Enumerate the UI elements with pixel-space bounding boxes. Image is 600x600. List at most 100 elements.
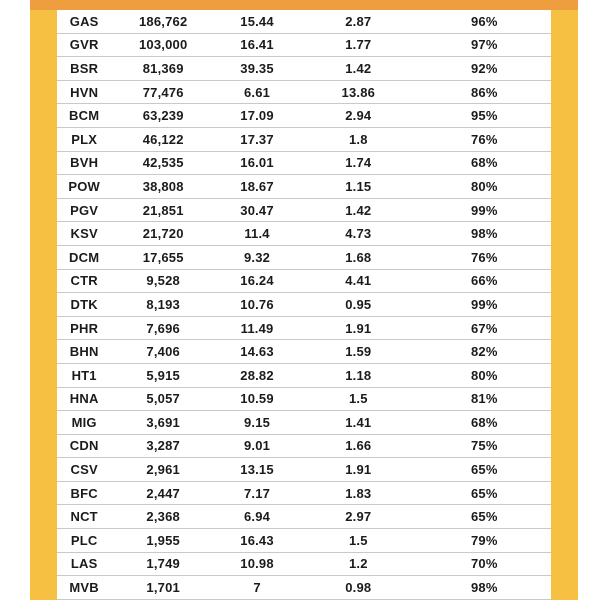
table-row: CDN 3,287 9.01 1.66 75%: [57, 434, 551, 459]
ticker-cell: PLC: [70, 532, 98, 548]
value-cell: 98%: [470, 580, 498, 596]
value-cell: 96%: [470, 13, 498, 29]
value-cell: 1.2: [348, 556, 368, 572]
value-cell: 1.77: [345, 37, 372, 53]
value-cell: 1.74: [345, 155, 372, 171]
table-row: MVB 1,701 7 0.98 98%: [57, 576, 551, 600]
value-cell: 76%: [470, 249, 498, 265]
value-cell: 66%: [470, 273, 498, 289]
value-cell: 21,851: [142, 202, 184, 218]
value-cell: 9,528: [146, 273, 180, 289]
value-cell: 16.24: [240, 273, 274, 289]
ticker-cell: BVH: [70, 155, 99, 171]
table-body: GAS 186,762 15.44 2.87 96% GVR 103,000 16.41 1.7…: [57, 10, 551, 600]
value-cell: 2.97: [345, 509, 372, 525]
value-cell: 86%: [470, 84, 498, 100]
value-cell: 1.59: [345, 344, 372, 360]
ticker-cell: HNA: [69, 391, 99, 407]
value-cell: 7,406: [146, 344, 180, 360]
value-cell: 81%: [470, 391, 498, 407]
value-cell: 1,701: [146, 580, 180, 596]
ticker-cell: LAS: [70, 556, 98, 572]
ticker-cell: HVN: [70, 84, 99, 100]
value-cell: 13.15: [240, 462, 274, 478]
value-cell: 7,696: [146, 320, 180, 336]
value-cell: 1.15: [345, 178, 372, 194]
value-cell: 4.41: [345, 273, 372, 289]
value-cell: 38,808: [142, 178, 184, 194]
table-row: BVH 42,535 16.01 1.74 68%: [57, 151, 551, 176]
value-cell: 18.67: [240, 178, 274, 194]
value-cell: 65%: [470, 509, 498, 525]
table-row: BHN 7,406 14.63 1.59 82%: [57, 340, 551, 364]
ticker-cell: BFC: [70, 485, 98, 501]
value-cell: 11.49: [240, 320, 274, 336]
value-cell: 6.61: [243, 84, 271, 100]
value-cell: 99%: [470, 202, 498, 218]
table-row: KSV 21,720 11.4 4.73 98%: [57, 222, 551, 246]
value-cell: 82%: [470, 344, 498, 360]
ticker-cell: NCT: [70, 509, 98, 525]
value-cell: 5,057: [146, 391, 180, 407]
table-row: BSR 81,369 39.35 1.42 92%: [57, 57, 551, 81]
value-cell: 0.98: [345, 580, 372, 596]
value-cell: 2,961: [146, 462, 180, 478]
table-row: CSV 2,961 13.15 1.91 65%: [57, 458, 551, 482]
value-cell: 42,535: [142, 155, 184, 171]
ticker-cell: DCM: [69, 249, 100, 265]
value-cell: 9.15: [243, 414, 271, 430]
ticker-cell: KSV: [70, 226, 98, 242]
ticker-cell: BHN: [69, 344, 99, 360]
value-cell: 1,955: [146, 532, 180, 548]
value-cell: 70%: [470, 556, 498, 572]
ticker-cell: BSR: [70, 60, 99, 76]
table-row: DTK 8,193 10.76 0.95 99%: [57, 293, 551, 317]
ticker-cell: DTK: [70, 296, 98, 312]
value-cell: 2.94: [345, 108, 372, 124]
table-row: BFC 2,447 7.17 1.83 65%: [57, 481, 551, 506]
value-cell: 1.8: [348, 131, 368, 147]
value-cell: 1.18: [345, 367, 372, 383]
value-cell: 7: [253, 580, 261, 596]
ticker-cell: POW: [68, 178, 100, 194]
value-cell: 1.83: [345, 485, 372, 501]
value-cell: 16.01: [240, 155, 274, 171]
value-cell: 1.66: [345, 438, 372, 454]
value-cell: 103,000: [138, 37, 188, 53]
value-cell: 28.82: [240, 367, 274, 383]
value-cell: 68%: [470, 155, 498, 171]
table-row: MIG 3,691 9.15 1.41 68%: [57, 411, 551, 435]
table-row: BCM 63,239 17.09 2.94 95%: [57, 104, 551, 128]
ticker-cell: CDN: [69, 438, 99, 454]
value-cell: 79%: [470, 532, 498, 548]
table-row: NCT 2,368 6.94 2.97 65%: [57, 505, 551, 530]
value-cell: 1,749: [146, 556, 180, 572]
value-cell: 1.68: [345, 249, 372, 265]
value-cell: 16.41: [240, 37, 274, 53]
left-accent-column: [30, 0, 57, 600]
value-cell: 2,368: [146, 509, 180, 525]
value-cell: 76%: [470, 131, 498, 147]
value-cell: 1.42: [345, 202, 372, 218]
value-cell: 17.37: [240, 131, 274, 147]
value-cell: 95%: [470, 108, 498, 124]
table-row: PLX 46,122 17.37 1.8 76%: [57, 127, 551, 152]
value-cell: 46,122: [142, 131, 184, 147]
ticker-cell: PGV: [70, 202, 99, 218]
value-cell: 9.32: [243, 249, 271, 265]
value-cell: 16.43: [240, 532, 274, 548]
value-cell: 186,762: [138, 13, 188, 29]
value-cell: 97%: [470, 37, 498, 53]
value-cell: 8,193: [146, 296, 180, 312]
value-cell: 39.35: [240, 60, 274, 76]
table-header-cropped: [30, 0, 578, 10]
table-row: HT1 5,915 28.82 1.18 80%: [57, 363, 551, 388]
value-cell: 80%: [470, 367, 498, 383]
value-cell: 1.91: [345, 462, 372, 478]
value-cell: 80%: [470, 178, 498, 194]
value-cell: 3,691: [146, 414, 180, 430]
value-cell: 1.41: [345, 414, 372, 430]
value-cell: 4.73: [345, 226, 372, 242]
value-cell: 1.42: [345, 60, 372, 76]
value-cell: 67%: [470, 320, 498, 336]
